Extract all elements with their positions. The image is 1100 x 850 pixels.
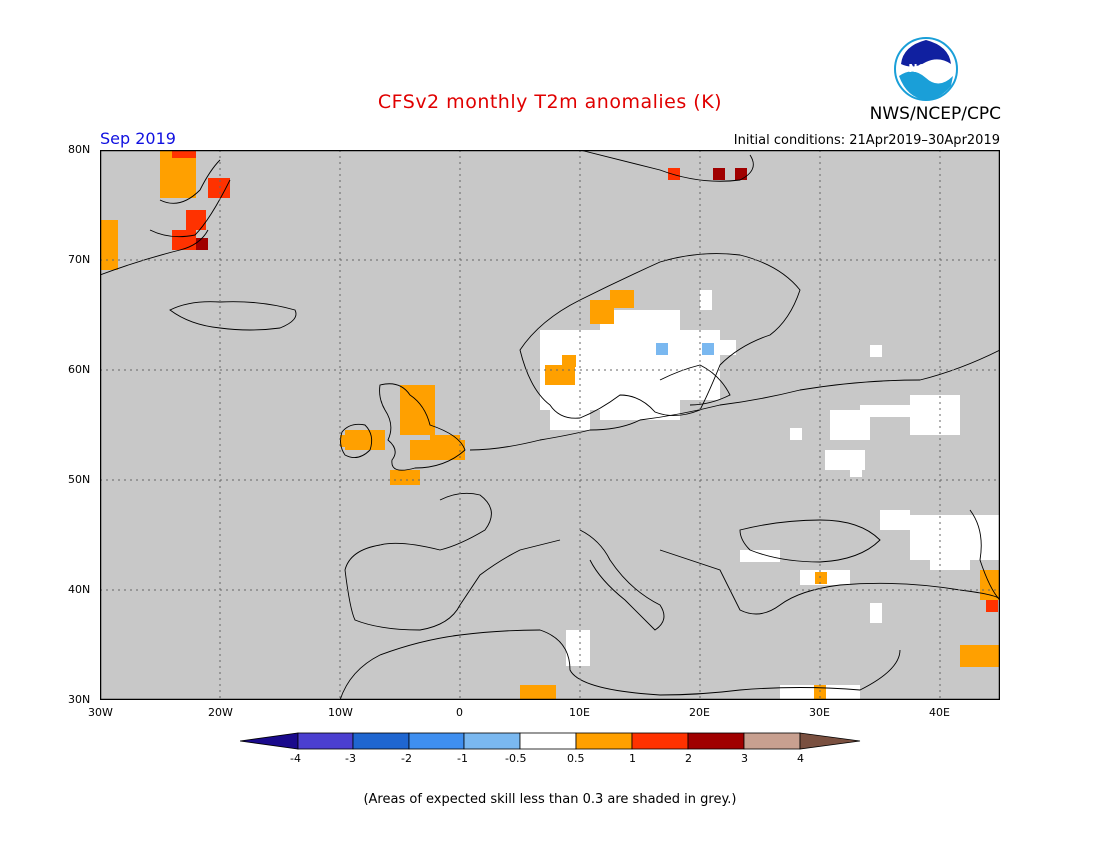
strong-warm-anomaly-areas xyxy=(172,150,998,612)
colorbar-label: -4 xyxy=(290,752,301,765)
colorbar-label: 0.5 xyxy=(567,752,585,765)
colorbar xyxy=(240,732,861,750)
colorbar-low-arrow xyxy=(240,732,299,750)
initial-conditions: Initial conditions: 21Apr2019–30Apr2019 xyxy=(733,133,1000,148)
colorbar-label: -3 xyxy=(345,752,356,765)
coastlines xyxy=(100,150,1000,700)
warm-anomaly-areas xyxy=(100,150,1000,700)
lat-label-70n: 70N xyxy=(68,253,91,266)
colorbar-label: -1 xyxy=(457,752,468,765)
lon-label-40e: 40E xyxy=(929,706,950,719)
lon-label-20w: 20W xyxy=(208,706,233,719)
lon-label-20e: 20E xyxy=(689,706,710,719)
gridlines xyxy=(100,150,1000,700)
agency-label: NWS/NCEP/CPC xyxy=(869,104,1001,124)
lon-label-0: 0 xyxy=(456,706,463,719)
colorbar-label: -0.5 xyxy=(505,752,527,765)
lat-label-50n: 50N xyxy=(68,473,91,486)
footnote: (Areas of expected skill less than 0.3 a… xyxy=(363,792,737,807)
colorbar-label: 4 xyxy=(797,752,804,765)
lon-label-30w: 30W xyxy=(88,706,113,719)
lat-label-80n: 80N xyxy=(68,143,91,156)
near-normal-areas xyxy=(540,290,1000,700)
colorbar-high-arrow xyxy=(799,732,861,750)
lat-label-30n: 30N xyxy=(68,693,91,706)
lat-label-40n: 40N xyxy=(68,583,91,596)
map-title: CFSv2 monthly T2m anomalies (K) xyxy=(377,91,723,113)
colorbar-label: 3 xyxy=(741,752,748,765)
noaa-logo: NOAA xyxy=(894,37,958,101)
colorbar-label: -2 xyxy=(401,752,412,765)
colorbar-label: 2 xyxy=(685,752,692,765)
below-normal-areas xyxy=(656,343,714,355)
colorbar-label: 1 xyxy=(629,752,636,765)
noaa-logo-text: NOAA xyxy=(908,62,944,75)
lat-label-60n: 60N xyxy=(68,363,91,376)
map-frame xyxy=(100,150,1000,700)
lon-label-30e: 30E xyxy=(809,706,830,719)
forecast-month: Sep 2019 xyxy=(100,129,176,148)
lon-label-10w: 10W xyxy=(328,706,353,719)
anomaly-map xyxy=(100,150,1000,700)
lon-label-10e: 10E xyxy=(569,706,590,719)
